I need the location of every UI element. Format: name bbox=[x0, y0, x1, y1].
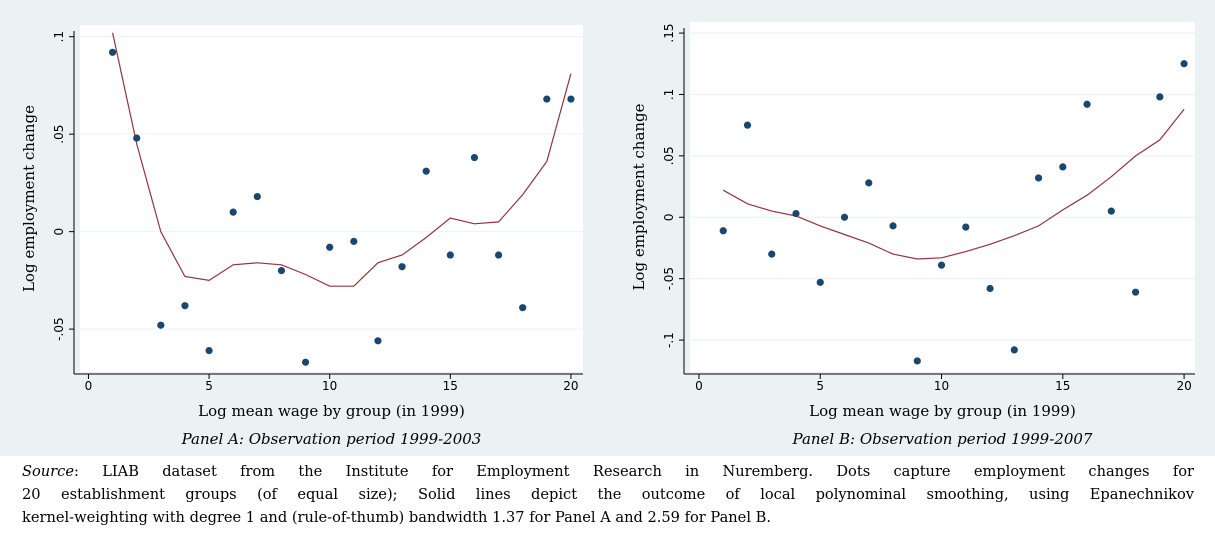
y-tick-label: .05 bbox=[52, 125, 66, 144]
y-tick-label: -.1 bbox=[662, 332, 676, 348]
panel-caption: Panel B: Observation period 1999-2007 bbox=[792, 430, 1093, 448]
x-axis-title: Log mean wage by group (in 1999) bbox=[809, 402, 1076, 420]
data-point bbox=[470, 153, 479, 162]
data-point bbox=[719, 227, 727, 235]
x-tick-label: 20 bbox=[1176, 379, 1191, 393]
x-tick-label: 15 bbox=[443, 379, 458, 393]
data-point bbox=[374, 337, 382, 345]
data-point bbox=[962, 223, 970, 231]
data-point bbox=[1180, 60, 1188, 68]
data-point bbox=[277, 267, 286, 275]
data-point bbox=[229, 208, 237, 216]
data-point bbox=[422, 167, 430, 175]
data-point bbox=[840, 213, 849, 221]
x-tick-label: 20 bbox=[563, 379, 578, 393]
y-tick-label: .05 bbox=[662, 146, 676, 165]
data-point bbox=[792, 209, 800, 218]
y-tick-label: -.05 bbox=[662, 267, 676, 290]
data-point bbox=[1156, 93, 1164, 101]
data-point bbox=[1034, 174, 1043, 182]
x-axis-title: Log mean wage by group (in 1999) bbox=[198, 402, 465, 420]
data-point bbox=[398, 263, 406, 271]
x-tick-label: 0 bbox=[695, 379, 703, 393]
note-line: kernel-weighting with degree 1 and (rule… bbox=[22, 509, 771, 526]
plot-area bbox=[80, 25, 583, 372]
data-point bbox=[446, 251, 454, 259]
y-tick-label: 0 bbox=[52, 228, 66, 236]
data-point bbox=[108, 48, 117, 56]
data-point bbox=[768, 250, 776, 258]
y-axis-title: Log employment change bbox=[630, 103, 648, 290]
panel-caption: Panel A: Observation period 1999-2003 bbox=[181, 430, 482, 448]
data-point bbox=[816, 278, 824, 286]
y-tick-label: .1 bbox=[662, 89, 676, 100]
x-tick-label: 5 bbox=[205, 379, 213, 393]
y-tick-label: .15 bbox=[662, 24, 676, 43]
x-tick-label: 10 bbox=[322, 379, 337, 393]
y-tick-label: 0 bbox=[662, 213, 676, 221]
data-point bbox=[913, 357, 921, 365]
data-point bbox=[181, 302, 189, 310]
data-point bbox=[350, 237, 358, 245]
data-point bbox=[519, 304, 527, 312]
y-axis-title: Log employment change bbox=[20, 105, 38, 292]
data-point bbox=[301, 358, 310, 366]
data-point bbox=[494, 251, 503, 259]
data-point bbox=[567, 95, 575, 103]
x-tick-label: 0 bbox=[85, 379, 93, 393]
note-line: 20 establishment groups (of equal size);… bbox=[22, 486, 1194, 503]
data-point bbox=[889, 222, 897, 230]
note-text: : LIAB dataset from the Institute for Em… bbox=[73, 463, 1194, 480]
data-point bbox=[1107, 207, 1115, 215]
x-tick-label: 5 bbox=[816, 379, 824, 393]
data-point bbox=[986, 284, 994, 293]
y-tick-label: .1 bbox=[52, 31, 66, 42]
data-point bbox=[543, 95, 551, 103]
data-point bbox=[865, 179, 873, 187]
data-point bbox=[133, 134, 141, 142]
x-tick-label: 10 bbox=[934, 379, 949, 393]
data-point bbox=[1131, 288, 1140, 296]
data-point bbox=[743, 121, 752, 129]
data-point bbox=[1059, 163, 1067, 171]
data-point bbox=[326, 243, 334, 251]
source-note: Source: LIAB dataset from the Institute … bbox=[22, 460, 1194, 529]
note-label: Source bbox=[22, 463, 74, 480]
data-point bbox=[1010, 346, 1018, 354]
smooth-line bbox=[112, 32, 572, 287]
y-tick-label: -.05 bbox=[52, 317, 66, 340]
data-point bbox=[253, 192, 261, 201]
data-point bbox=[937, 261, 946, 269]
x-tick-label: 15 bbox=[1055, 379, 1070, 393]
data-point bbox=[205, 346, 213, 355]
note-line: Source: LIAB dataset from the Institute … bbox=[22, 460, 1194, 483]
data-point bbox=[157, 321, 165, 329]
data-point bbox=[1083, 100, 1091, 108]
plot-area bbox=[690, 22, 1195, 372]
smooth-line bbox=[722, 108, 1185, 260]
figure: -.05 0 .05 .1 0 5 10 15 20 Log mean wage by group… bbox=[0, 0, 1215, 456]
